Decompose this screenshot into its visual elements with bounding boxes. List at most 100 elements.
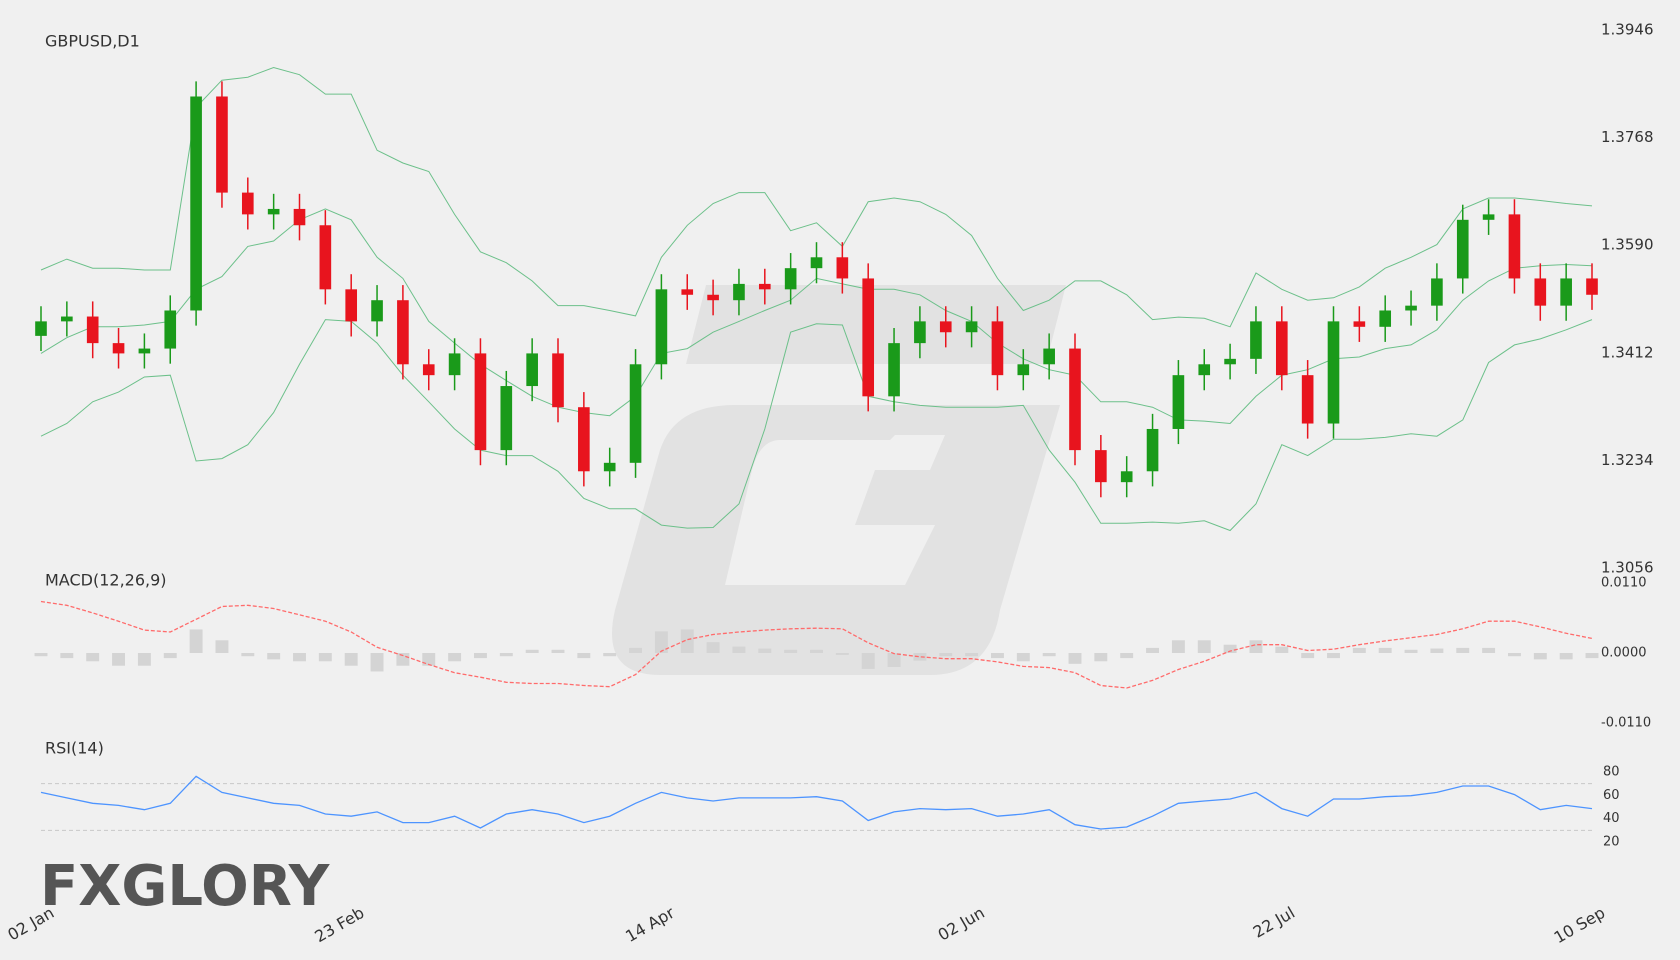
candle-body [758, 283, 771, 290]
histogram-bar [1042, 653, 1056, 657]
y-tick-label: 1.3590 [1601, 236, 1654, 254]
histogram-bar [60, 653, 74, 659]
bollinger-upper [40, 66, 1593, 328]
histogram-bar [163, 653, 177, 659]
candle-body [293, 208, 306, 226]
candle-body [862, 278, 875, 397]
candle-body [578, 407, 590, 472]
histogram-bar [887, 653, 901, 667]
histogram-bar [1585, 653, 1599, 659]
candle-body [1456, 219, 1469, 279]
histogram-bar [525, 649, 539, 653]
histogram-bar [1507, 653, 1521, 657]
histogram-bar [758, 648, 772, 653]
histogram-bar [448, 653, 462, 662]
candle-body [681, 289, 694, 295]
candle-body [655, 289, 668, 365]
candle-body [603, 462, 616, 472]
candle-body [1198, 364, 1211, 376]
y-tick-label: 1.3056 [1601, 559, 1654, 577]
bollinger-lower [40, 319, 1593, 532]
histogram-bar [680, 629, 694, 653]
histogram-bar [1197, 640, 1211, 653]
rsi-line [40, 775, 1593, 830]
candle-body [1172, 375, 1185, 429]
histogram-bar [990, 653, 1004, 659]
candle-body [784, 268, 797, 290]
histogram-bar [706, 642, 720, 653]
candle-body [1379, 310, 1392, 327]
histogram-bar [344, 653, 358, 666]
candle-body [991, 321, 1004, 376]
candle-body [1405, 305, 1417, 311]
candle-body [86, 316, 99, 344]
macd-line [40, 600, 1593, 689]
histogram-bar [1146, 647, 1160, 653]
histogram-bar [1094, 653, 1108, 662]
candle-body [345, 289, 358, 322]
candle-body [1095, 450, 1107, 483]
candle-body [397, 300, 409, 365]
candle-body [526, 353, 538, 387]
histogram-bar [784, 649, 798, 653]
candle-body [1560, 278, 1572, 306]
histogram-bar [499, 653, 513, 657]
histogram-bar [1249, 640, 1263, 653]
candle-body [319, 225, 332, 290]
y-tick-label: 60 [1603, 788, 1620, 803]
y-tick-label: 1.3412 [1601, 343, 1654, 361]
histogram-bar [86, 653, 100, 662]
candle-body [164, 310, 177, 349]
candle-body [371, 300, 383, 322]
candle-body [1327, 321, 1340, 424]
candle-body [216, 96, 228, 193]
candle-body [1275, 321, 1288, 376]
histogram-bar [422, 653, 436, 666]
y-tick-label: 80 [1603, 765, 1620, 780]
histogram-bar [1404, 649, 1418, 653]
histogram-bar [1275, 646, 1289, 653]
histogram-bar [318, 653, 332, 662]
histogram-bar [112, 653, 126, 666]
y-tick-label: 40 [1603, 811, 1620, 826]
histogram-bar [835, 653, 849, 655]
candle-body [1534, 278, 1547, 306]
candle-body [1146, 428, 1159, 472]
histogram-bar [241, 653, 255, 657]
y-tick-label: -0.0110 [1601, 716, 1651, 731]
histogram-bar [189, 629, 203, 653]
histogram-bar [913, 653, 927, 661]
histogram-bar [473, 653, 487, 659]
histogram-bar [577, 653, 591, 659]
y-tick-label: 20 [1603, 835, 1620, 850]
candle-body [61, 316, 73, 322]
logo: FXGLORY [40, 854, 331, 919]
histogram-bar [1016, 653, 1030, 662]
histogram-bar [1456, 647, 1470, 653]
histogram-bar [732, 646, 746, 653]
histogram-bar [34, 653, 48, 657]
panel-title: MACD(12,26,9) [45, 571, 167, 590]
candle-body [1224, 358, 1236, 365]
candle-body [1508, 214, 1521, 279]
candle-body [1120, 471, 1133, 483]
histogram-bar [137, 653, 151, 666]
y-tick-label: 1.3946 [1601, 21, 1654, 39]
histogram-bar [1559, 653, 1573, 660]
candle-body [733, 283, 745, 301]
y-tick-label: 1.3768 [1601, 128, 1654, 146]
y-tick-label: 0.0000 [1601, 646, 1647, 661]
histogram-bar [965, 653, 979, 657]
histogram-bar [861, 653, 875, 669]
histogram-bar [603, 653, 617, 657]
y-tick-label: 1.3234 [1601, 451, 1654, 469]
candle-body [474, 353, 487, 451]
histogram-bar [267, 653, 281, 660]
candle-body [422, 364, 435, 376]
histogram-bar [1378, 647, 1392, 653]
histogram-bar [1120, 653, 1134, 659]
histogram-bar [1223, 644, 1237, 653]
y-tick-label: 0.0110 [1601, 576, 1647, 591]
